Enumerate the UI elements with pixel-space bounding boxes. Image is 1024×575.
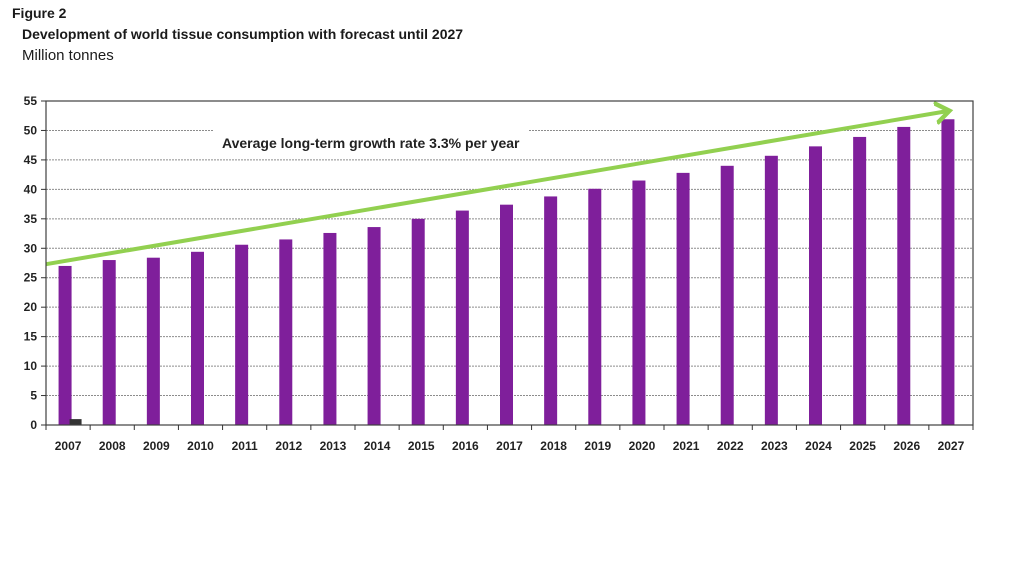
x-tick-label: 2013: [320, 439, 347, 453]
bar-secondary-2007: [69, 419, 82, 425]
x-tick-label: 2026: [893, 439, 920, 453]
y-tick-label: 55: [24, 94, 38, 108]
bar-2014: [367, 227, 381, 425]
growth-trend-arrow: [45, 111, 948, 267]
y-tick-label: 25: [24, 271, 38, 285]
x-tick-label: 2018: [540, 439, 567, 453]
bar-2023: [764, 155, 778, 425]
bar-2013: [323, 232, 337, 425]
y-tick-label: 0: [30, 418, 37, 432]
bar-2009: [146, 257, 160, 425]
y-tick-label: 50: [24, 123, 38, 137]
x-tick-label: 2021: [673, 439, 700, 453]
x-tick-label: 2023: [761, 439, 788, 453]
x-tick-label: 2007: [55, 439, 82, 453]
x-tick-label: 2015: [408, 439, 435, 453]
x-tick-label: 2017: [496, 439, 523, 453]
y-tick-label: 15: [24, 330, 38, 344]
bar-2024: [809, 146, 822, 426]
chart-subtitle: Million tonnes: [22, 47, 114, 64]
bar-2019: [588, 188, 602, 425]
x-tick-label: 2010: [187, 439, 214, 453]
y-axis-ticks: 0 5 10 15 20 25 30 35 40 45 50 55: [24, 94, 46, 432]
figure-label: Figure 2: [12, 5, 67, 21]
plot-frame: [45, 100, 974, 426]
bar-2021: [676, 172, 690, 425]
chart-title: Development of world tissue consumption …: [22, 26, 464, 42]
bar-2026: [897, 126, 911, 426]
x-tick-label: 2016: [452, 439, 479, 453]
x-tick-label: 2024: [805, 439, 832, 453]
axes-group: [45, 100, 974, 426]
bar-2022: [720, 165, 734, 426]
bars-group: [58, 119, 955, 426]
x-tick-label: 2019: [584, 439, 611, 453]
x-tick-label: 2009: [143, 439, 170, 453]
bar-2011: [235, 244, 249, 425]
x-tick-label: 2027: [938, 439, 965, 453]
x-tick-label: 2025: [849, 439, 876, 453]
trend-group: Average long-term growth rate 3.3% per y…: [45, 111, 948, 267]
y-tick-label: 35: [24, 212, 38, 226]
y-tick-label: 10: [24, 359, 38, 373]
bar-2017: [500, 204, 513, 425]
x-axis-ticks: 2007 2008 2009 2010 2011 2012 2013 2014 2015 2016…: [45, 425, 974, 453]
x-tick-label: 2014: [364, 439, 391, 453]
bar-2010: [191, 251, 204, 425]
y-tick-label: 45: [24, 153, 38, 167]
bar-2027: [941, 119, 955, 426]
y-tick-label: 5: [30, 389, 37, 403]
trend-arrow-label: Average long-term growth rate 3.3% per y…: [222, 135, 520, 151]
x-tick-label: 2012: [275, 439, 302, 453]
bar-2007: [58, 265, 72, 425]
bar-2016: [455, 210, 469, 425]
y-tick-label: 40: [24, 182, 38, 196]
x-tick-label: 2022: [717, 439, 744, 453]
y-tick-label: 30: [24, 241, 38, 255]
bar-2020: [632, 180, 646, 425]
bar-2025: [853, 136, 867, 425]
x-tick-label: 2011: [232, 439, 258, 453]
trend-label-background: [214, 127, 529, 157]
x-tick-label: 2008: [99, 439, 126, 453]
bar-2008: [102, 260, 116, 425]
bar-2012: [279, 239, 293, 425]
y-tick-label: 20: [24, 300, 38, 314]
bar-2018: [544, 196, 558, 425]
x-tick-label: 2020: [629, 439, 656, 453]
bar-2015: [411, 218, 425, 425]
